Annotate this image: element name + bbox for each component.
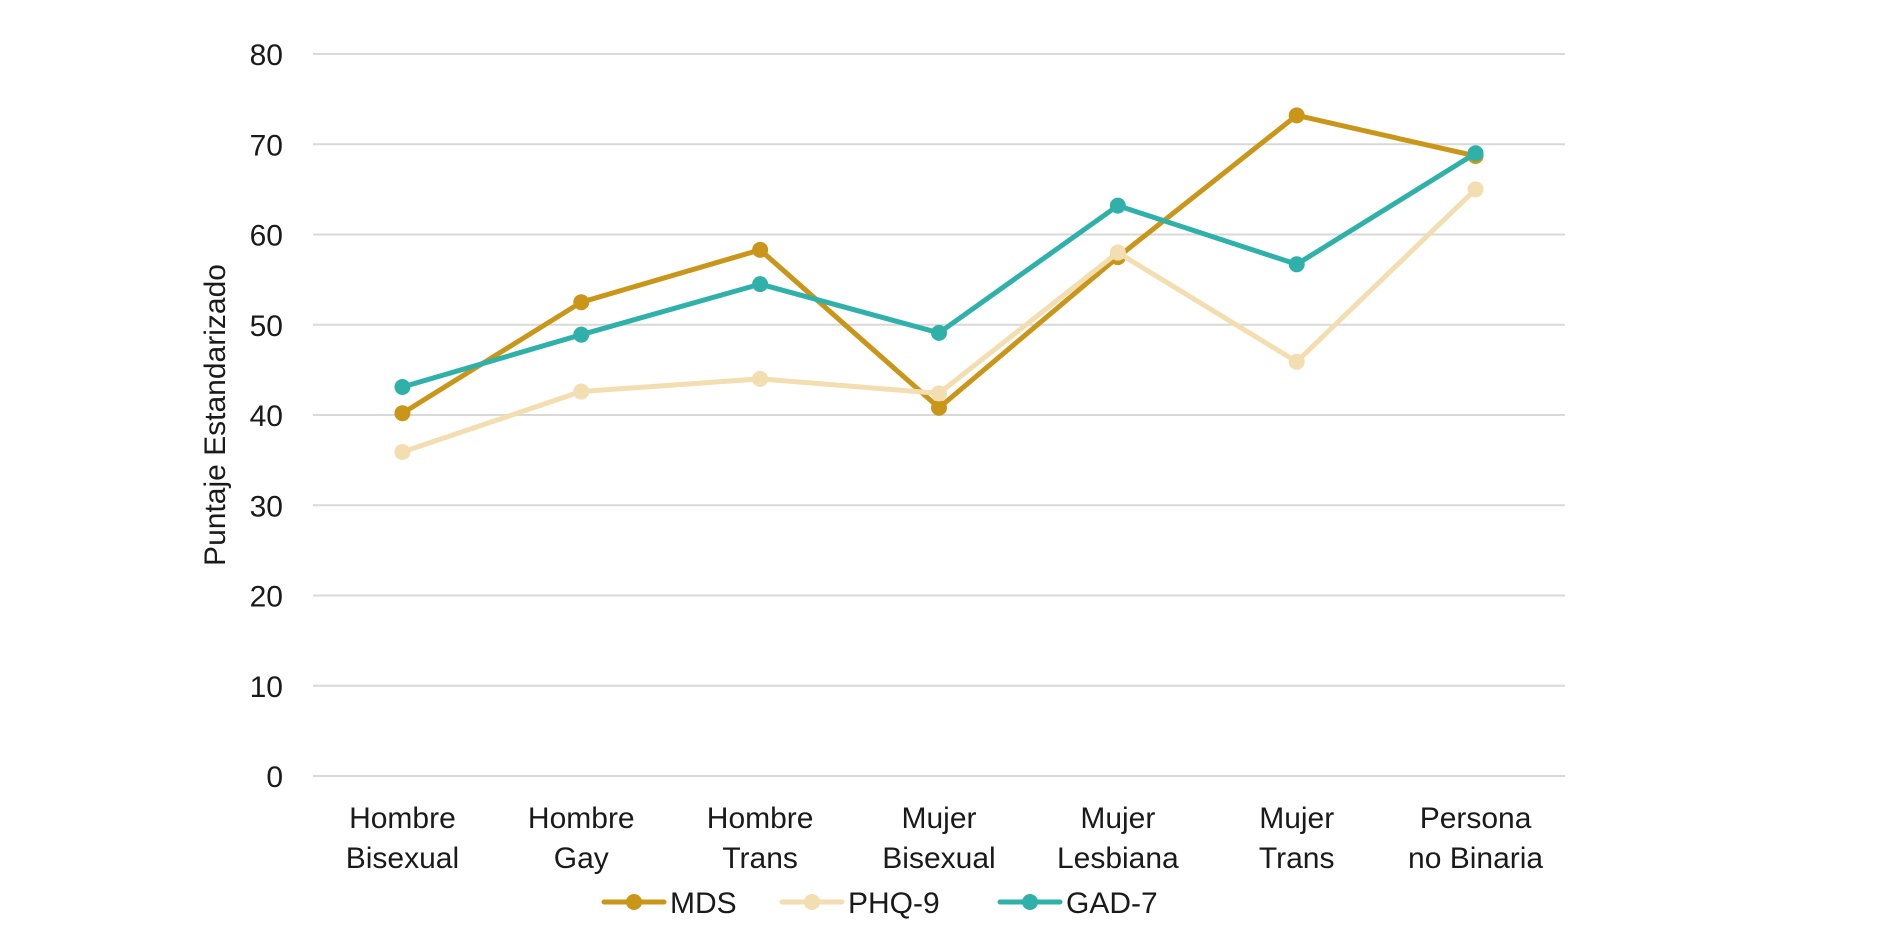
x-category-label: Hombre Bisexual	[346, 802, 459, 875]
data-point	[394, 379, 411, 396]
legend: MDS PHQ-9 GAD-7	[601, 887, 1158, 920]
series-lines	[394, 107, 1484, 461]
x-axis-categories: Hombre Bisexual Hombre Gay Hombre Trans Mujer B…	[346, 802, 1544, 875]
y-tick-label: 0	[266, 761, 283, 794]
data-point	[752, 241, 769, 258]
x-category-label: Mujer Trans	[1259, 802, 1335, 875]
x-category-label-line: Lesbiana	[1057, 842, 1179, 875]
x-category-label-line: no Binaria	[1408, 842, 1543, 875]
x-category-label-line: Hombre	[707, 802, 814, 835]
data-point	[752, 276, 769, 293]
y-tick-label: 20	[250, 581, 283, 614]
x-category-label: Mujer Bisexual	[882, 802, 995, 875]
x-category-label-line: Bisexual	[882, 842, 995, 875]
x-category-label-line: Bisexual	[346, 842, 459, 875]
data-point	[1288, 256, 1305, 273]
data-point	[573, 326, 590, 343]
y-tick-label: 60	[250, 220, 283, 253]
data-point	[752, 370, 769, 387]
x-category-label-line: Gay	[554, 842, 609, 875]
y-tick-label: 10	[250, 671, 283, 704]
series-line	[399, 112, 1479, 416]
legend-swatch-marker	[626, 894, 642, 910]
y-axis-ticks: 0 10 20 30 40 50 60 70 80	[250, 39, 283, 794]
x-category-label: Hombre Gay	[528, 802, 635, 875]
data-point	[931, 385, 947, 402]
legend-label: PHQ-9	[848, 887, 940, 920]
y-tick-label: 30	[250, 490, 283, 523]
data-point	[394, 444, 411, 461]
y-tick-label: 70	[250, 129, 283, 162]
legend-item: PHQ-9	[779, 887, 940, 920]
x-category-label-line: Persona	[1420, 802, 1532, 835]
x-category-label: Hombre Trans	[707, 802, 814, 875]
data-point	[573, 294, 590, 311]
x-category-label-line: Mujer	[901, 802, 976, 835]
legend-item: GAD-7	[997, 887, 1158, 920]
x-category-label-line: Hombre	[528, 802, 635, 835]
legend-swatch-marker	[1022, 894, 1038, 910]
data-point	[1288, 353, 1305, 370]
y-axis-title: Puntaje Estandarizado	[199, 264, 232, 566]
data-point	[1288, 107, 1305, 124]
legend-label: GAD-7	[1066, 887, 1158, 920]
y-tick-label: 80	[250, 39, 283, 72]
x-category-label-line: Trans	[1259, 842, 1335, 875]
x-category-label-line: Mujer	[1080, 802, 1155, 835]
data-point	[394, 405, 411, 422]
legend-item: MDS	[601, 887, 737, 920]
series-mds	[394, 107, 1484, 422]
series-gad-7	[394, 145, 1484, 396]
data-point	[1467, 181, 1484, 198]
data-point	[1467, 145, 1484, 162]
x-category-label: Mujer Lesbiana	[1057, 802, 1179, 875]
data-point	[931, 324, 947, 341]
y-tick-label: 40	[250, 400, 283, 433]
legend-swatch-marker	[804, 894, 820, 910]
data-point	[573, 383, 590, 400]
x-category-label-line: Trans	[722, 842, 798, 875]
x-category-label: Persona no Binaria	[1408, 802, 1543, 875]
data-point	[1109, 197, 1126, 214]
y-tick-label: 50	[250, 310, 283, 343]
x-category-label-line: Hombre	[349, 802, 456, 835]
series-line	[399, 150, 1479, 390]
series-phq-9	[394, 181, 1484, 461]
legend-label: MDS	[670, 887, 737, 920]
data-point	[1109, 244, 1126, 261]
x-category-label-line: Mujer	[1259, 802, 1334, 835]
data-point	[931, 399, 947, 416]
